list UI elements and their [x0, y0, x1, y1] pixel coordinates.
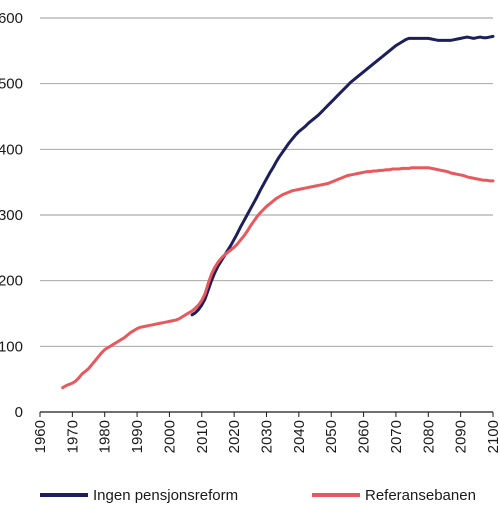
x-tick-label: 2070 [388, 420, 405, 453]
x-tick-label: 2000 [161, 420, 178, 453]
x-tick-label: 2080 [420, 420, 437, 453]
x-tick-label: 1970 [64, 420, 81, 453]
x-tick-label: 2060 [356, 420, 373, 453]
x-tick-label: 2050 [323, 420, 340, 453]
x-axis-tick-labels: 1960 1970 1980 1990 2000 2010 2020 2030 2040 2050… [32, 412, 500, 453]
series-line-ingen-pensjonsreform [190, 34, 495, 317]
legend-label-referansebanen: Referansebanen [365, 487, 476, 504]
x-tick-label: 1980 [97, 420, 114, 453]
series-line-referansebanen [61, 166, 495, 390]
legend-item-ingen-pensjonsreform[interactable]: Ingen pensjonsreform [40, 487, 238, 504]
y-axis-tick-labels: 0 100 200 300 400 500 600 [0, 10, 23, 421]
x-tick-label: 2010 [194, 420, 211, 453]
legend-label-ingen-pensjonsreform: Ingen pensjonsreform [93, 487, 238, 504]
legend: Ingen pensjonsreform Referansebanen [40, 487, 476, 504]
y-tick-label: 0 [15, 404, 23, 421]
y-tick-label: 100 [0, 338, 23, 355]
y-tick-label: 600 [0, 10, 23, 27]
y-tick-label: 500 [0, 76, 23, 93]
x-tick-label: 2040 [291, 420, 308, 453]
x-tick-label: 1960 [32, 420, 49, 453]
gridlines [40, 17, 493, 413]
y-tick-label: 300 [0, 207, 23, 224]
x-tick-label: 2090 [453, 420, 470, 453]
x-tick-label: 2030 [259, 420, 276, 453]
y-tick-label: 400 [0, 141, 23, 158]
series-lines [61, 34, 495, 390]
y-tick-label: 200 [0, 273, 23, 290]
x-tick-label: 2020 [226, 420, 243, 453]
x-tick-label: 1990 [129, 420, 146, 453]
legend-item-referansebanen[interactable]: Referansebanen [312, 487, 476, 504]
x-tick-label: 2100 [485, 420, 500, 453]
